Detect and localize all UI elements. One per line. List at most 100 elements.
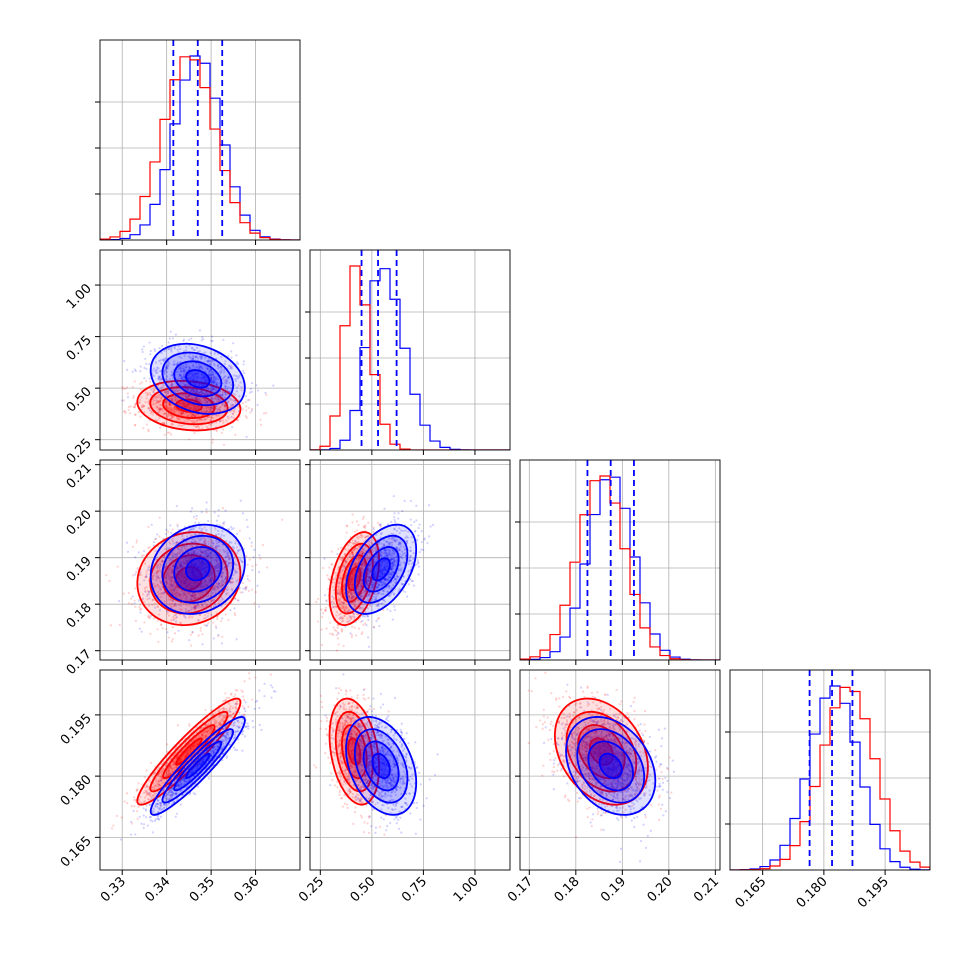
scatter-point: [230, 350, 233, 353]
scatter-point: [182, 602, 185, 605]
scatter-point: [187, 394, 190, 397]
scatter-point: [174, 399, 178, 402]
scatter-point: [232, 409, 236, 412]
scatter-point: [236, 419, 240, 422]
scatter-point: [206, 367, 209, 370]
scatter-point: [192, 406, 196, 410]
scatter-point: [193, 594, 196, 597]
scatter-point: [220, 368, 223, 371]
scatter-point: [145, 574, 148, 578]
scatter-point: [173, 406, 176, 409]
scatter-point: [230, 383, 233, 386]
scatter-point: [171, 409, 174, 412]
scatter-point: [204, 552, 208, 555]
scatter-point: [197, 384, 200, 387]
scatter-point: [156, 371, 159, 374]
scatter-point: [199, 584, 202, 588]
scatter-point: [234, 379, 237, 383]
scatter-point: [186, 584, 189, 587]
scatter-point: [134, 403, 137, 406]
scatter-point: [184, 387, 187, 391]
scatter-point: [182, 383, 185, 386]
y-tick-label: 0.17: [64, 647, 95, 678]
scatter-point: [190, 562, 193, 565]
scatter-point: [201, 551, 204, 554]
scatter-point: [183, 577, 186, 580]
scatter-point: [186, 404, 190, 407]
scatter-point: [143, 404, 146, 408]
scatter-point: [169, 542, 172, 545]
scatter-point: [329, 621, 332, 624]
scatter-point: [172, 408, 175, 411]
scatter-point: [255, 563, 258, 567]
scatter-point: [192, 378, 195, 382]
scatter-point: [346, 525, 349, 528]
scatter-point: [337, 547, 340, 551]
scatter-point: [183, 404, 187, 407]
scatter-point: [171, 383, 174, 386]
scatter-point: [216, 586, 220, 589]
scatter-point: [212, 379, 215, 382]
scatter-point: [219, 585, 222, 588]
panel-content: [310, 250, 510, 450]
scatter-point: [182, 575, 186, 579]
scatter-point: [168, 414, 171, 417]
scatter-point: [203, 418, 206, 421]
scatter-point: [145, 570, 148, 573]
scatter-point: [192, 374, 195, 377]
scatter-point: [149, 632, 152, 636]
scatter-point: [142, 404, 146, 408]
scatter-point: [261, 543, 264, 547]
scatter-point: [203, 357, 207, 360]
scatter-point: [159, 399, 162, 402]
scatter-point: [208, 374, 211, 377]
scatter-point: [200, 551, 203, 554]
scatter-point: [192, 551, 196, 554]
scatter-point: [179, 347, 182, 351]
scatter-point: [237, 405, 240, 408]
scatter-point: [320, 643, 324, 647]
scatter-point: [176, 591, 180, 594]
scatter-point: [147, 616, 151, 619]
scatter-point: [351, 625, 354, 628]
scatter-point: [191, 373, 194, 376]
scatter-point: [201, 384, 204, 387]
scatter-point: [176, 348, 179, 351]
scatter-point: [185, 349, 188, 352]
scatter-point: [196, 547, 199, 551]
scatter-point: [161, 627, 164, 630]
scatter-point: [193, 348, 197, 352]
scatter-point: [175, 589, 179, 592]
scatter-point: [181, 571, 184, 575]
scatter-point: [198, 383, 201, 386]
scatter-point: [194, 550, 197, 553]
scatter-point: [174, 585, 178, 589]
scatter-point: [221, 635, 224, 638]
scatter-point: [184, 602, 188, 605]
scatter-point: [336, 552, 339, 556]
scatter-point: [148, 616, 151, 619]
scatter-point: [195, 576, 198, 579]
scatter-point: [169, 404, 172, 407]
scatter-point: [206, 367, 209, 371]
y-tick-label: 0.75: [64, 333, 95, 364]
scatter-point: [156, 570, 159, 574]
scatter-point: [167, 392, 170, 395]
scatter-point: [190, 562, 193, 565]
scatter-point: [189, 534, 192, 537]
scatter-point: [187, 395, 191, 398]
scatter-point: [167, 586, 170, 589]
scatter-point: [208, 360, 211, 363]
scatter-point: [203, 380, 206, 383]
scatter-point: [355, 520, 359, 523]
scatter-point: [202, 337, 205, 341]
scatter-point: [397, 512, 400, 515]
scatter-point: [201, 392, 204, 395]
scatter-point: [227, 376, 230, 379]
scatter-point: [229, 387, 232, 390]
scatter-point: [182, 368, 186, 371]
scatter-point: [144, 576, 147, 579]
scatter-point: [158, 569, 161, 572]
scatter-point: [182, 404, 185, 407]
scatter-point: [190, 404, 193, 407]
